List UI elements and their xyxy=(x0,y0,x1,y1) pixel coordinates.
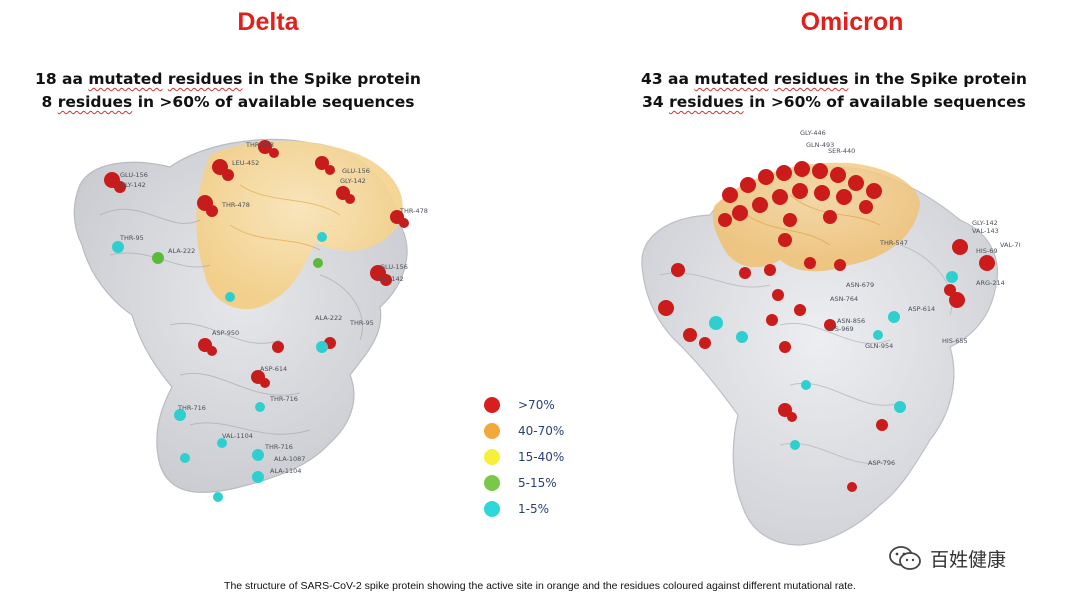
svg-text:THR-95: THR-95 xyxy=(119,234,144,242)
delta-stats: 18 aa mutated residues in the Spike prot… xyxy=(8,68,448,114)
legend-swatch xyxy=(484,475,500,491)
watermark: 百姓健康 xyxy=(888,544,1006,572)
svg-text:ASP-950: ASP-950 xyxy=(212,329,239,337)
svg-text:GLU-156: GLU-156 xyxy=(120,171,148,179)
delta-active-site-region xyxy=(196,140,403,310)
svg-text:ASP-614: ASP-614 xyxy=(908,305,935,313)
legend-swatch xyxy=(484,397,500,413)
omicron-spike-structure: GLY-446 GLN-493 SER-440 GLY-142 VAL-143 … xyxy=(641,129,1020,546)
svg-text:GLY-142: GLY-142 xyxy=(120,181,146,189)
svg-text:LEU-452: LEU-452 xyxy=(232,159,259,167)
svg-text:ALA-1087: ALA-1087 xyxy=(274,455,305,463)
svg-text:THR-95: THR-95 xyxy=(349,319,374,327)
omicron-stats: 43 aa mutated residues in the Spike prot… xyxy=(614,68,1054,114)
svg-text:HIS-69: HIS-69 xyxy=(976,247,998,255)
svg-text:GLU-156: GLU-156 xyxy=(342,167,370,175)
svg-text:GLY-142: GLY-142 xyxy=(340,177,366,185)
svg-text:GLN-954: GLN-954 xyxy=(865,342,893,350)
svg-text:ASP-614: ASP-614 xyxy=(260,365,287,373)
svg-text:THR-716: THR-716 xyxy=(264,443,293,451)
svg-text:THR-478: THR-478 xyxy=(399,207,428,215)
legend-swatch xyxy=(484,423,500,439)
legend-item-40-70: 40-70% xyxy=(484,418,564,444)
omicron-residue-labels: GLY-446 GLN-493 SER-440 GLY-142 VAL-143 … xyxy=(800,129,1020,467)
mutation-rate-legend: >70% 40-70% 15-40% 5-15% 1-5% xyxy=(484,392,564,522)
svg-text:THR-478: THR-478 xyxy=(245,141,274,149)
svg-text:SER-440: SER-440 xyxy=(828,147,855,155)
delta-stats-line1: 18 aa mutated residues in the Spike prot… xyxy=(35,70,421,88)
svg-text:THR-547: THR-547 xyxy=(879,239,908,247)
svg-text:THR-478: THR-478 xyxy=(221,201,250,209)
svg-text:ASN-856: ASN-856 xyxy=(837,317,865,325)
omicron-stats-line2: 34 residues in >60% of available sequenc… xyxy=(642,93,1026,111)
svg-text:GLY-142: GLY-142 xyxy=(378,275,404,283)
svg-text:VAL-70: VAL-70 xyxy=(1000,241,1020,249)
svg-text:VAL-143: VAL-143 xyxy=(972,227,999,235)
svg-text:ALA-1104: ALA-1104 xyxy=(270,467,301,475)
svg-text:ALA-222: ALA-222 xyxy=(168,247,195,255)
legend-swatch xyxy=(484,449,500,465)
figure-caption: The structure of SARS-CoV-2 spike protei… xyxy=(224,580,856,592)
delta-stats-line2: 8 residues in >60% of available sequence… xyxy=(41,93,415,111)
svg-text:GLY-446: GLY-446 xyxy=(800,129,826,137)
wechat-icon xyxy=(889,546,921,570)
omicron-title: Omicron xyxy=(800,8,904,36)
svg-text:ARG-214: ARG-214 xyxy=(976,279,1005,287)
delta-residue-labels: THR-478 LEU-452 GLU-156 GLY-142 THR-95 A… xyxy=(119,141,428,475)
svg-text:GLY-142: GLY-142 xyxy=(972,219,998,227)
legend-item-1-5: 1-5% xyxy=(484,496,564,522)
delta-title: Delta xyxy=(237,8,299,36)
watermark-text: 百姓健康 xyxy=(930,548,1007,571)
legend-item-gt70: >70% xyxy=(484,392,564,418)
legend-item-5-15: 5-15% xyxy=(484,470,564,496)
svg-text:GLU-156: GLU-156 xyxy=(380,263,408,271)
svg-text:THR-716: THR-716 xyxy=(269,395,298,403)
svg-text:LYS-969: LYS-969 xyxy=(828,325,854,333)
svg-text:ASN-764: ASN-764 xyxy=(830,295,858,303)
svg-text:VAL-1104: VAL-1104 xyxy=(222,432,253,440)
legend-item-15-40: 15-40% xyxy=(484,444,564,470)
svg-text:ALA-222: ALA-222 xyxy=(315,314,342,322)
svg-text:HIS-655: HIS-655 xyxy=(942,337,968,345)
svg-text:ASP-796: ASP-796 xyxy=(868,459,895,467)
svg-text:ASN-679: ASN-679 xyxy=(846,281,874,289)
legend-swatch xyxy=(484,501,500,517)
omicron-stats-line1: 43 aa mutated residues in the Spike prot… xyxy=(641,70,1027,88)
svg-text:GLN-493: GLN-493 xyxy=(806,141,834,149)
svg-text:THR-716: THR-716 xyxy=(177,404,206,412)
delta-spike-structure: THR-478 LEU-452 GLU-156 GLY-142 THR-95 A… xyxy=(73,138,428,502)
